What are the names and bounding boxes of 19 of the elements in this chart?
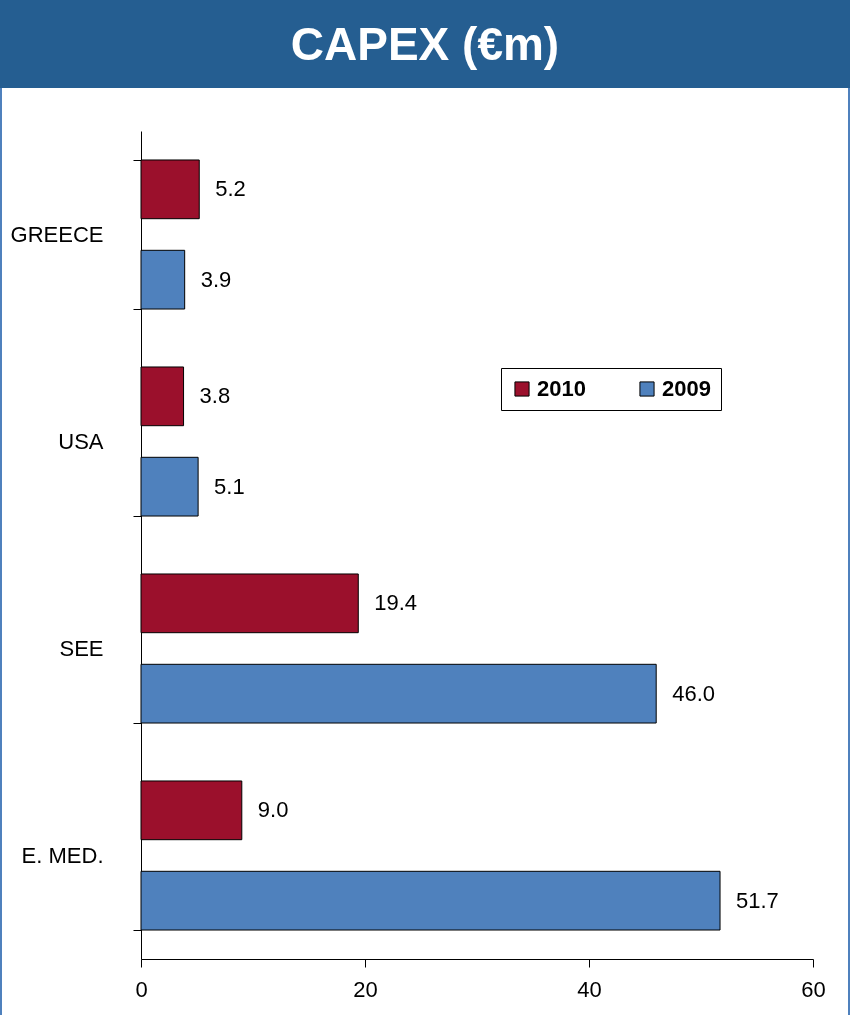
data-label: 3.9: [200, 266, 232, 292]
y-tick-label: USA: [58, 429, 104, 454]
legend-label: 2009: [662, 376, 711, 401]
data-label: 46.0: [672, 680, 716, 706]
x-tick-label: 40: [577, 976, 602, 1002]
data-label: 19.4: [374, 590, 418, 616]
y-tick-label: GREECE: [10, 222, 104, 247]
y-tick-label: SEE: [59, 636, 104, 661]
data-label: 5.1: [214, 473, 245, 499]
x-tick-label: 60: [801, 976, 826, 1002]
x-tick-label: 0: [135, 976, 148, 1002]
x-tick-label: 20: [353, 976, 378, 1002]
data-label: 9.0: [257, 797, 289, 823]
chart-title: CAPEX (€m): [0, 0, 850, 88]
data-label: 5.2: [215, 176, 246, 202]
data-label: 3.8: [199, 383, 231, 409]
y-tick-label: E. MED.: [21, 843, 104, 868]
data-label: 51.7: [736, 887, 779, 913]
legend-label: 2010: [537, 376, 586, 401]
